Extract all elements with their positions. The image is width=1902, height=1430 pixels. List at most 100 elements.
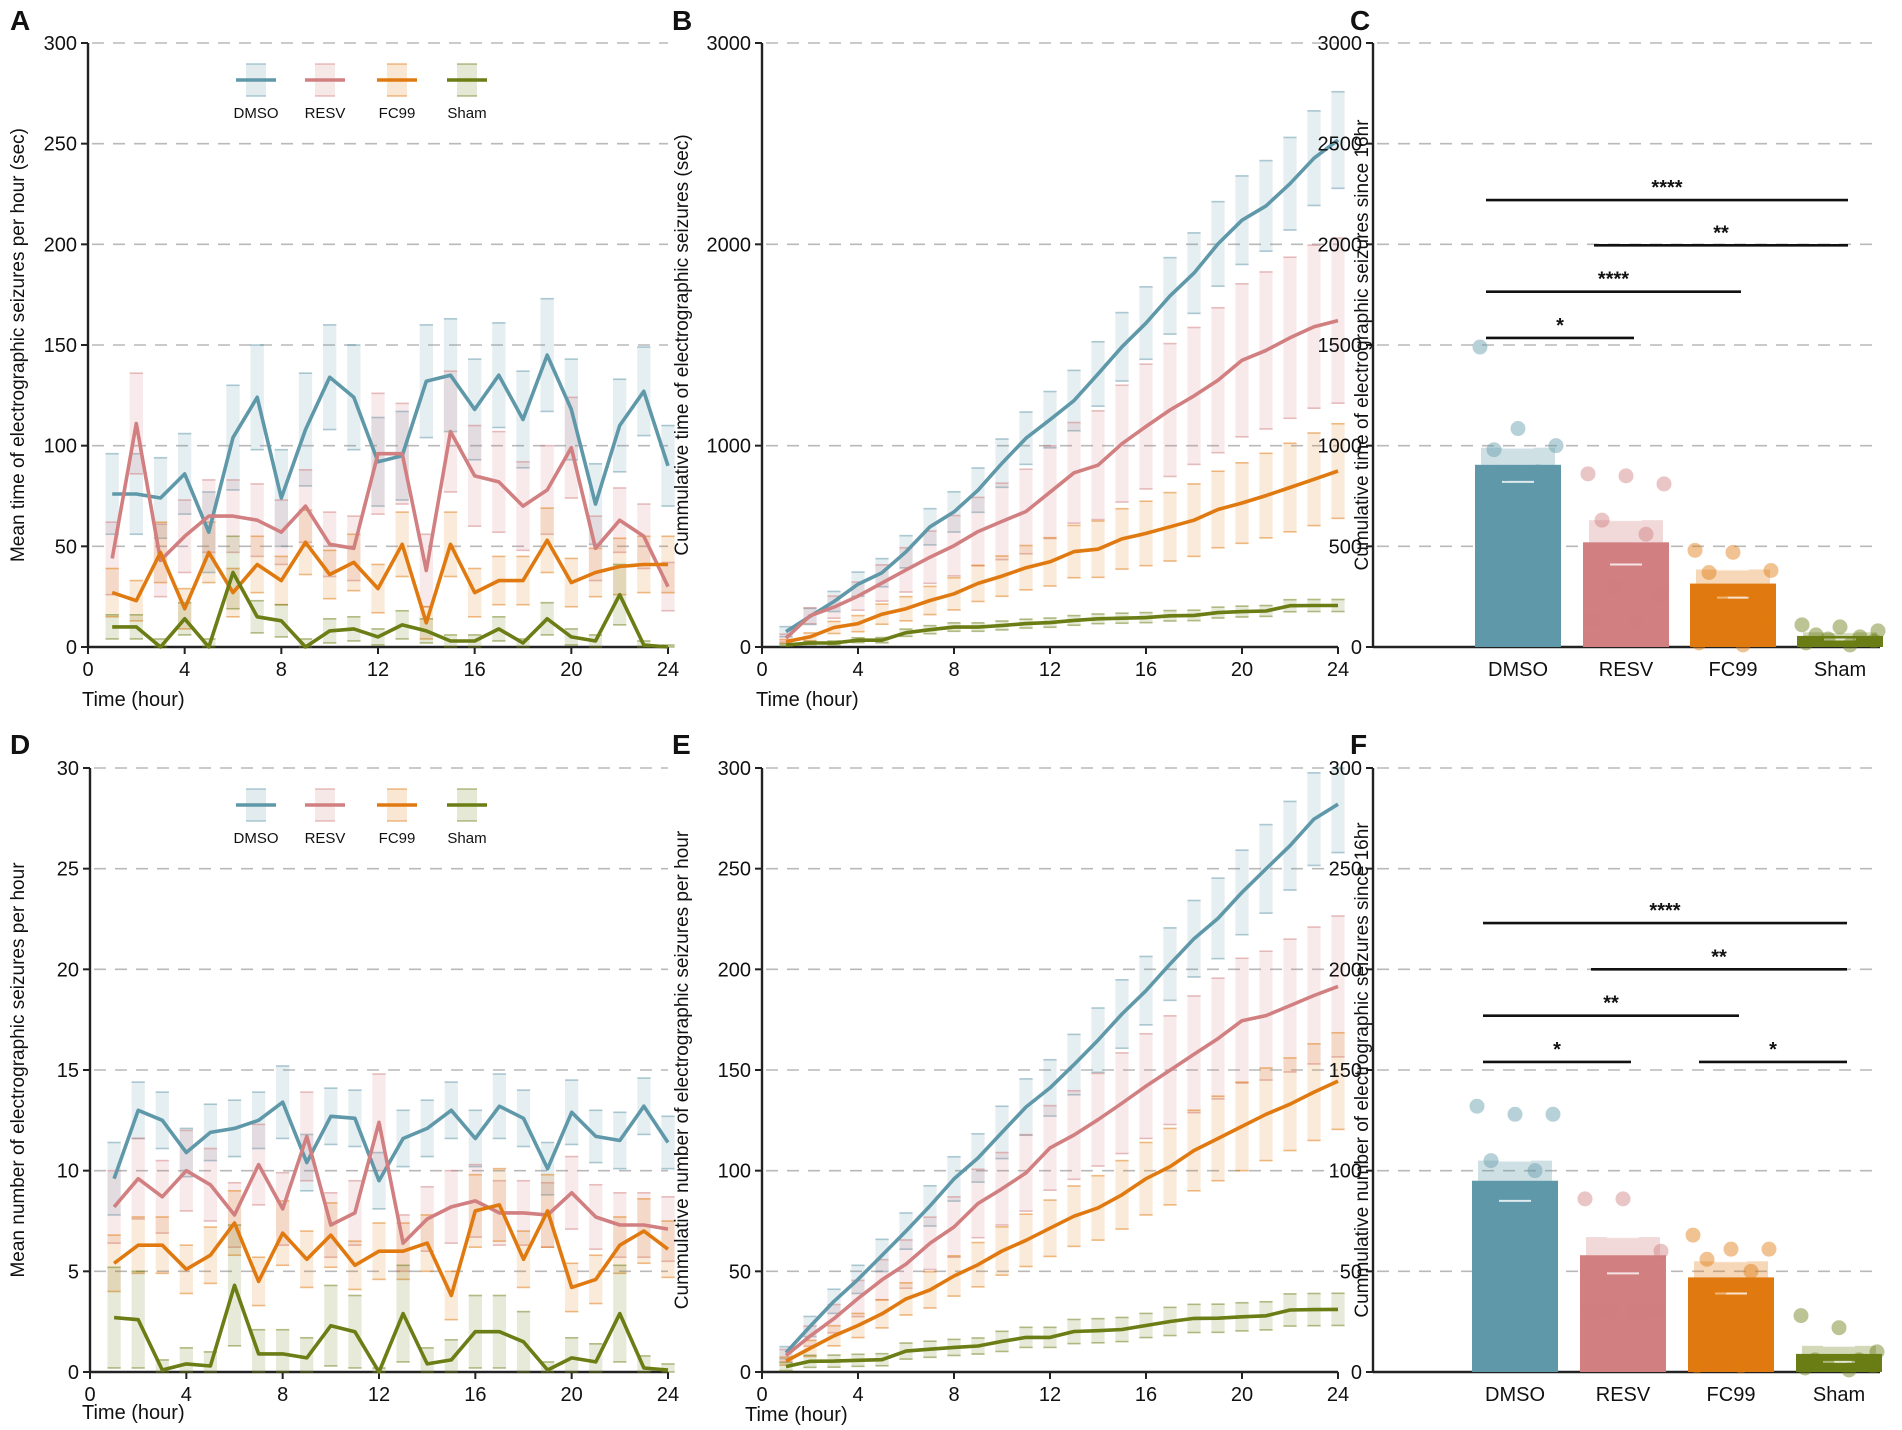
x-tick-label: FC99	[1707, 1384, 1756, 1406]
series-line-dmso	[784, 802, 1339, 1354]
series-line-dmso	[112, 353, 670, 535]
data-point	[1711, 1283, 1727, 1299]
x-tick-label: 20	[561, 1384, 583, 1406]
panel-F: 0 50 100 150 200 250 300 Cummulative number of …	[1329, 729, 1885, 1406]
legend: DMSO RESV FC99 Sham	[234, 788, 487, 847]
data-point	[1618, 468, 1634, 484]
y-tick-label: 0	[68, 1362, 79, 1384]
y-tick-label: 50	[1340, 1261, 1362, 1283]
x-tick-label: 20	[1231, 1384, 1253, 1406]
series-line-resv	[784, 318, 1339, 640]
data-point	[1869, 1344, 1885, 1360]
y-axis-label: Cummulative number of electrographic sei…	[672, 830, 693, 1309]
error-band	[276, 1329, 290, 1372]
legend-entry: Sham	[447, 830, 486, 847]
legend-entry: DMSO	[234, 105, 279, 122]
significance-label: *	[1556, 315, 1564, 337]
error-band	[779, 634, 793, 643]
x-tick-label: 4	[852, 1384, 863, 1406]
x-tick-label: 16	[464, 659, 486, 681]
x-tick-label: 16	[464, 1384, 486, 1406]
bar-error-band	[1803, 632, 1877, 636]
y-tick-label: 3000	[707, 33, 752, 55]
bar-sham	[1796, 1353, 1882, 1372]
y-tick-label: 1000	[707, 436, 752, 458]
x-tick-label: 24	[657, 659, 679, 681]
data-point	[1625, 1304, 1641, 1320]
data-point	[1544, 482, 1560, 498]
data-point	[1517, 1308, 1533, 1324]
legend-entry: DMSO	[234, 830, 279, 847]
error-band	[105, 614, 119, 639]
x-axis-label: Time (hour)	[82, 689, 185, 711]
data-point	[1757, 1308, 1773, 1324]
panel-label: E	[672, 729, 691, 760]
series-line-dmso	[785, 138, 1340, 634]
data-point	[1656, 476, 1672, 492]
significance-label: *	[1553, 1039, 1561, 1061]
bar-fc99	[1690, 583, 1776, 647]
error-band	[105, 568, 119, 617]
error-band	[107, 1235, 121, 1292]
panel-label: D	[10, 729, 30, 760]
significance-label: **	[1711, 946, 1727, 968]
y-tick-label: 1000	[1318, 436, 1363, 458]
data-point	[1743, 1263, 1759, 1279]
series-line-sham	[785, 603, 1338, 647]
x-tick-label: 8	[277, 1384, 288, 1406]
panel-label: F	[1350, 729, 1367, 760]
data-point	[1652, 587, 1668, 603]
data-point	[1763, 562, 1779, 578]
data-point	[1723, 1241, 1739, 1257]
x-tick-label: 24	[1327, 659, 1349, 681]
data-point	[1580, 466, 1596, 482]
legend-entry: FC99	[379, 105, 416, 122]
y-tick-label: 5	[68, 1261, 79, 1283]
error-band	[661, 1363, 675, 1372]
data-point	[1699, 1251, 1715, 1267]
data-point	[1701, 565, 1717, 581]
error-band	[1331, 1032, 1345, 1130]
data-point	[1808, 627, 1824, 643]
y-tick-label: 0	[1351, 637, 1362, 659]
panel-label: C	[1350, 5, 1370, 36]
y-tick-label: 0	[66, 637, 77, 659]
panel-label: A	[10, 5, 30, 36]
y-tick-label: 50	[55, 536, 77, 558]
data-point	[1584, 613, 1600, 629]
series-line-resv	[784, 984, 1339, 1357]
error-band	[1331, 1293, 1345, 1326]
y-tick-label: 30	[57, 758, 79, 780]
data-point	[1498, 466, 1514, 482]
x-tick-label: RESV	[1599, 659, 1654, 681]
data-point	[1649, 1304, 1665, 1320]
panel-E: 0 50 100 150 200 250 300 0 4 8 12 16 20 24 Time (hour)…	[672, 729, 1349, 1426]
y-tick-label: 100	[718, 1161, 751, 1183]
x-tick-label: 24	[1327, 1384, 1349, 1406]
y-axis-label: Cumulative time of electrographic seizur…	[1352, 119, 1373, 571]
data-point	[1689, 1358, 1705, 1374]
error-band	[1331, 768, 1345, 853]
bar-error-band	[1478, 1160, 1552, 1181]
x-tick-label: 0	[756, 659, 767, 681]
bar-error-band	[1481, 447, 1555, 465]
bar-resv	[1583, 542, 1669, 647]
data-point	[1469, 1098, 1485, 1114]
series-line-fc99	[785, 469, 1339, 644]
data-point	[1852, 629, 1868, 645]
y-tick-label: 500	[1329, 536, 1362, 558]
x-tick-label: RESV	[1596, 1384, 1651, 1406]
error-band	[179, 1347, 193, 1372]
series-line-resv	[110, 421, 670, 588]
x-tick-label: 16	[1135, 1384, 1157, 1406]
bar-dmso	[1475, 464, 1561, 647]
x-tick-label: 4	[179, 659, 190, 681]
significance-label: **	[1713, 222, 1729, 244]
data-point	[1520, 502, 1536, 518]
y-tick-label: 250	[1329, 859, 1362, 881]
error-band	[107, 1170, 121, 1244]
y-axis-label: Cummulative number of electrographic sei…	[1352, 822, 1373, 1318]
bar-error-band	[1802, 1345, 1876, 1354]
data-point	[1635, 1304, 1651, 1320]
